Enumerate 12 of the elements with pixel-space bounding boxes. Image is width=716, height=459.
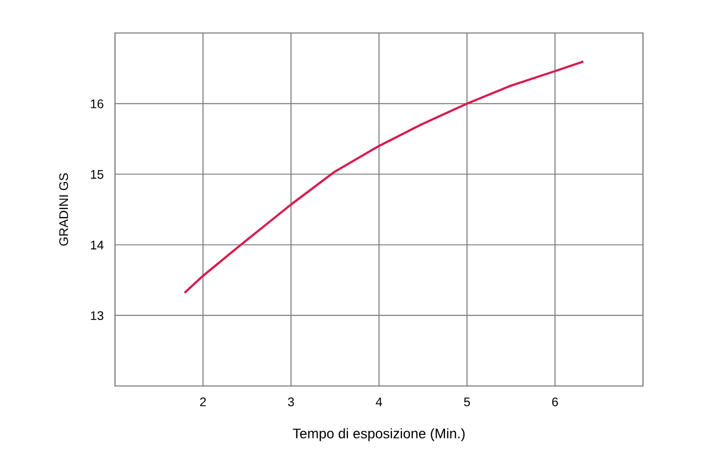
x-tick-label: 4 bbox=[376, 398, 382, 406]
x-axis-title: Tempo di esposizione (Min.) bbox=[292, 428, 465, 442]
x-tick-label: 2 bbox=[200, 397, 206, 406]
line-series bbox=[184, 60, 584, 294]
y-tick-label: 15 bbox=[90, 170, 104, 179]
y-axis-title: GRADINI GS bbox=[59, 173, 68, 246]
y-tick-label: 14 bbox=[90, 240, 104, 250]
x-tick-label: 5 bbox=[464, 398, 470, 406]
y-tick-label: 16 bbox=[90, 99, 104, 108]
x-tick-label: 3 bbox=[288, 397, 294, 406]
x-tick-label: 6 bbox=[552, 397, 558, 406]
y-tick-label: 13 bbox=[90, 311, 104, 320]
